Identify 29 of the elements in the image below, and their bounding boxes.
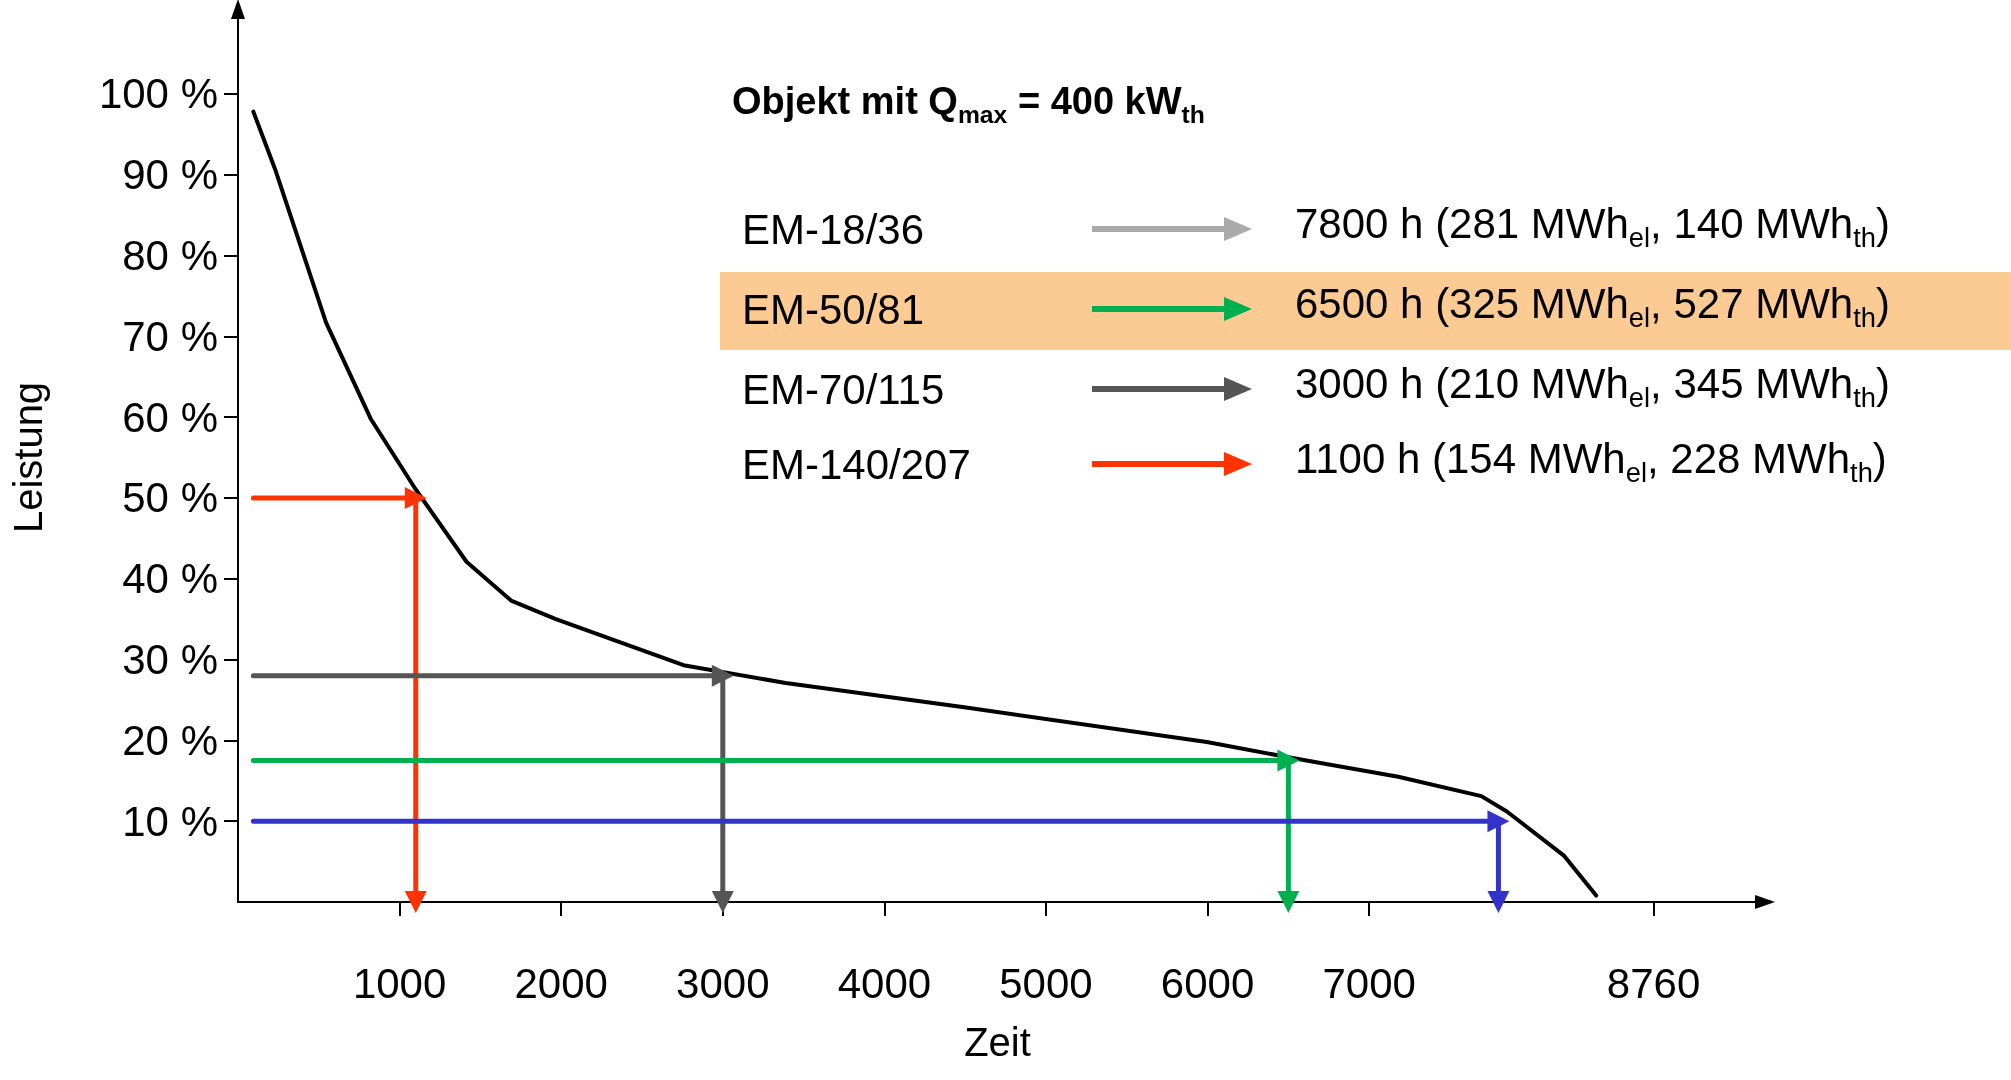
text: Objekt mit Q$_{max}$ = 400 kW$_{th}$ — [732, 80, 1205, 129]
y-tick-label: 40 % — [122, 555, 218, 603]
y-axis-title: Leistung — [6, 381, 50, 534]
y-tick-label: 30 % — [122, 636, 218, 684]
annotation: EM-140/207 — [742, 441, 971, 489]
y-tick-label: 100 % — [98, 70, 218, 118]
y-tick-label: 50 % — [122, 474, 218, 522]
x-axis-title: Zeit — [964, 1020, 1031, 1064]
x-tick-label: 6000 — [1160, 959, 1255, 1007]
x-tick-label: 1000 — [352, 959, 447, 1007]
annotation: EM-50/81 — [742, 286, 925, 334]
annotation: 6500 h (325 MWh$_{el}$, 527 MWh$_{th}$) — [1295, 280, 1890, 335]
y-tick-label: 80 % — [122, 231, 218, 279]
x-tick-label: 4000 — [837, 959, 932, 1007]
annotation: EM-70/115 — [742, 366, 945, 414]
y-tick-label: 90 % — [122, 151, 218, 199]
x-tick-label: 3000 — [676, 959, 770, 1007]
y-tick-label: 10 % — [122, 797, 218, 845]
y-tick-label: 60 % — [122, 393, 218, 441]
annotation: 3000 h (210 MWh$_{el}$, 345 MWh$_{th}$) — [1295, 360, 1890, 415]
x-tick-label: 7000 — [1322, 959, 1416, 1007]
annotation: EM-18/36 — [742, 206, 925, 254]
annotation: 7800 h (281 MWh$_{el}$, 140 MWh$_{th}$) — [1295, 200, 1890, 255]
x-tick-label: 2000 — [514, 959, 608, 1007]
y-tick-label: 20 % — [122, 716, 218, 764]
annotation: 1100 h (154 MWh$_{el}$, 228 MWh$_{th}$) — [1295, 435, 1887, 490]
x-tick-label: 5000 — [999, 959, 1093, 1007]
y-tick-label: 70 % — [122, 312, 218, 360]
x-tick-label: 8760 — [1606, 959, 1701, 1007]
